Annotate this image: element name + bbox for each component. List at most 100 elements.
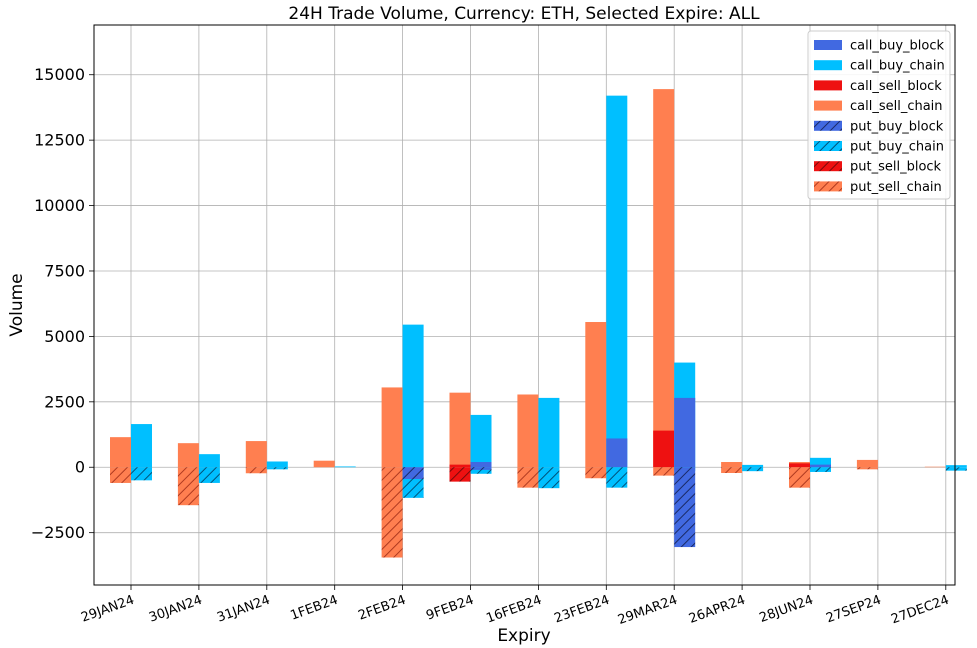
legend-label: put_sell_block <box>850 160 942 175</box>
bar-put_buy_chain <box>945 467 967 471</box>
y-tick-label: 12500 <box>34 131 85 150</box>
bar-call_sell_chain <box>517 394 539 468</box>
bar-call_sell_chain <box>856 459 878 468</box>
bar-call_buy_block <box>674 397 696 468</box>
bar-call_sell_chain <box>110 437 131 468</box>
legend-swatch <box>814 141 842 151</box>
legend-label: put_sell_chain <box>850 180 942 195</box>
bar-call_buy_chain <box>945 465 967 468</box>
bar-put_sell_chain <box>381 467 403 558</box>
x-tick-label: 27DEC24 <box>889 593 951 628</box>
legend-swatch <box>814 181 842 192</box>
x-tick-label: 9FEB24 <box>424 593 476 624</box>
x-tick-label: 30JAN24 <box>147 593 204 626</box>
bar-put_sell_chain <box>721 467 743 473</box>
y-tick-label: 15000 <box>34 65 85 84</box>
legend-swatch <box>814 161 842 172</box>
bar-call_buy_chain <box>131 424 152 468</box>
bar-put_buy_chain <box>810 467 831 472</box>
bar-call_sell_chain <box>177 443 199 468</box>
x-tick-label: 29MAR24 <box>616 593 680 628</box>
bar-call_buy_chain <box>334 466 356 468</box>
bar-put_sell_block <box>449 467 471 482</box>
bar-call_buy_chain <box>606 95 628 468</box>
bar-call_sell_chain <box>653 89 675 468</box>
chart-title: 24H Trade Volume, Currency: ETH, Selecte… <box>288 4 760 24</box>
bar-put_sell_chain <box>177 467 199 506</box>
x-tick-label: 16FEB24 <box>484 593 543 627</box>
bar-put_buy_chain <box>742 467 764 472</box>
bar-put_buy_block <box>674 467 696 548</box>
x-axis-title: Expiry <box>497 626 550 646</box>
y-tick-label: 0 <box>75 458 85 477</box>
legend-label: put_buy_chain <box>850 140 944 155</box>
legend-label: call_buy_chain <box>850 59 945 74</box>
bar-call_buy_chain <box>470 414 492 468</box>
bar-put_sell_chain <box>245 467 267 474</box>
bar-call_sell_block <box>789 463 810 468</box>
bar-call_sell_chain <box>585 322 607 468</box>
bar-put_buy_chain <box>198 467 220 483</box>
bar-call_buy_chain <box>198 454 220 468</box>
bar-put_buy_block <box>402 467 424 480</box>
bar-put_buy_chain <box>538 467 560 489</box>
x-tick-label: 29JAN24 <box>79 593 136 626</box>
x-tick-label: 31JAN24 <box>215 593 272 626</box>
bar-call_buy_block <box>606 438 628 468</box>
bar-call_sell_chain <box>313 460 335 468</box>
bar-call_sell_chain <box>721 462 743 468</box>
bar-call_buy_block <box>470 462 492 468</box>
legend-swatch <box>814 60 842 71</box>
x-tick-label: 2FEB24 <box>356 593 408 624</box>
bar-call_buy_chain <box>266 461 288 468</box>
legend-swatch <box>814 120 842 131</box>
bar-call_sell_chain <box>449 392 471 468</box>
bar-call_sell_block <box>449 464 471 468</box>
x-tick-label: 27SEP24 <box>824 593 883 627</box>
x-tick-label: 1FEB24 <box>288 593 340 624</box>
bar-put_buy_chain <box>266 467 288 470</box>
bar-put_sell_chain <box>856 467 878 470</box>
legend: call_buy_block call_buy_chain call_sell_bl… <box>807 30 951 200</box>
bar-call_sell_chain <box>381 387 403 468</box>
bars <box>110 89 967 558</box>
bar-call_buy_block <box>810 464 831 468</box>
legend-box <box>807 30 951 200</box>
y-tick-label: 7500 <box>44 261 85 280</box>
x-tick-label: 26APR24 <box>687 593 747 627</box>
plot-frame <box>93 24 956 586</box>
legend-swatch <box>814 80 842 91</box>
legend-swatch <box>814 100 842 111</box>
legend-label: call_sell_chain <box>850 99 943 114</box>
legend-label: call_sell_block <box>850 79 942 94</box>
bar-call_sell_chain <box>924 466 946 468</box>
bar-call_buy_chain <box>742 464 764 468</box>
bar-call_buy_chain <box>810 457 831 468</box>
y-tick-label: 5000 <box>44 327 85 346</box>
bar-put_buy_chain <box>470 467 492 474</box>
bar-put_sell_chain <box>585 467 607 479</box>
x-tick-label: 28JUN24 <box>757 593 815 626</box>
legend-label: put_buy_block <box>850 119 944 134</box>
bar-put_sell_chain <box>653 467 675 476</box>
bar-call_sell_block <box>653 430 675 468</box>
bar-call_sell_chain <box>245 441 267 468</box>
y-tick-label: 10000 <box>34 196 85 215</box>
legend-label: call_buy_block <box>850 39 944 54</box>
y-tick-label: 2500 <box>44 392 85 411</box>
y-tick-label: −2500 <box>31 523 85 542</box>
bar-put_sell_chain <box>110 467 131 483</box>
legend-swatch <box>814 40 842 50</box>
bar-put_sell_chain <box>789 467 810 488</box>
bar-call_buy_chain <box>538 397 560 468</box>
bar-put_buy_chain <box>606 467 628 488</box>
bar-put_buy_block <box>470 467 492 470</box>
bar-call_buy_chain <box>402 324 424 468</box>
bar-put_sell_chain <box>517 467 539 488</box>
x-tick-label: 23FEB24 <box>552 593 611 627</box>
bar-put_buy_chain <box>131 467 152 481</box>
grid <box>94 25 955 585</box>
y-axis-title: Volume <box>7 273 27 336</box>
